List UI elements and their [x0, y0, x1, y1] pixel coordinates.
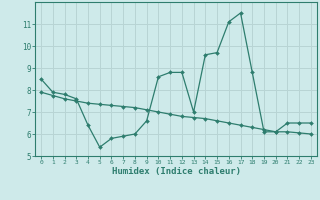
X-axis label: Humidex (Indice chaleur): Humidex (Indice chaleur) — [111, 167, 241, 176]
